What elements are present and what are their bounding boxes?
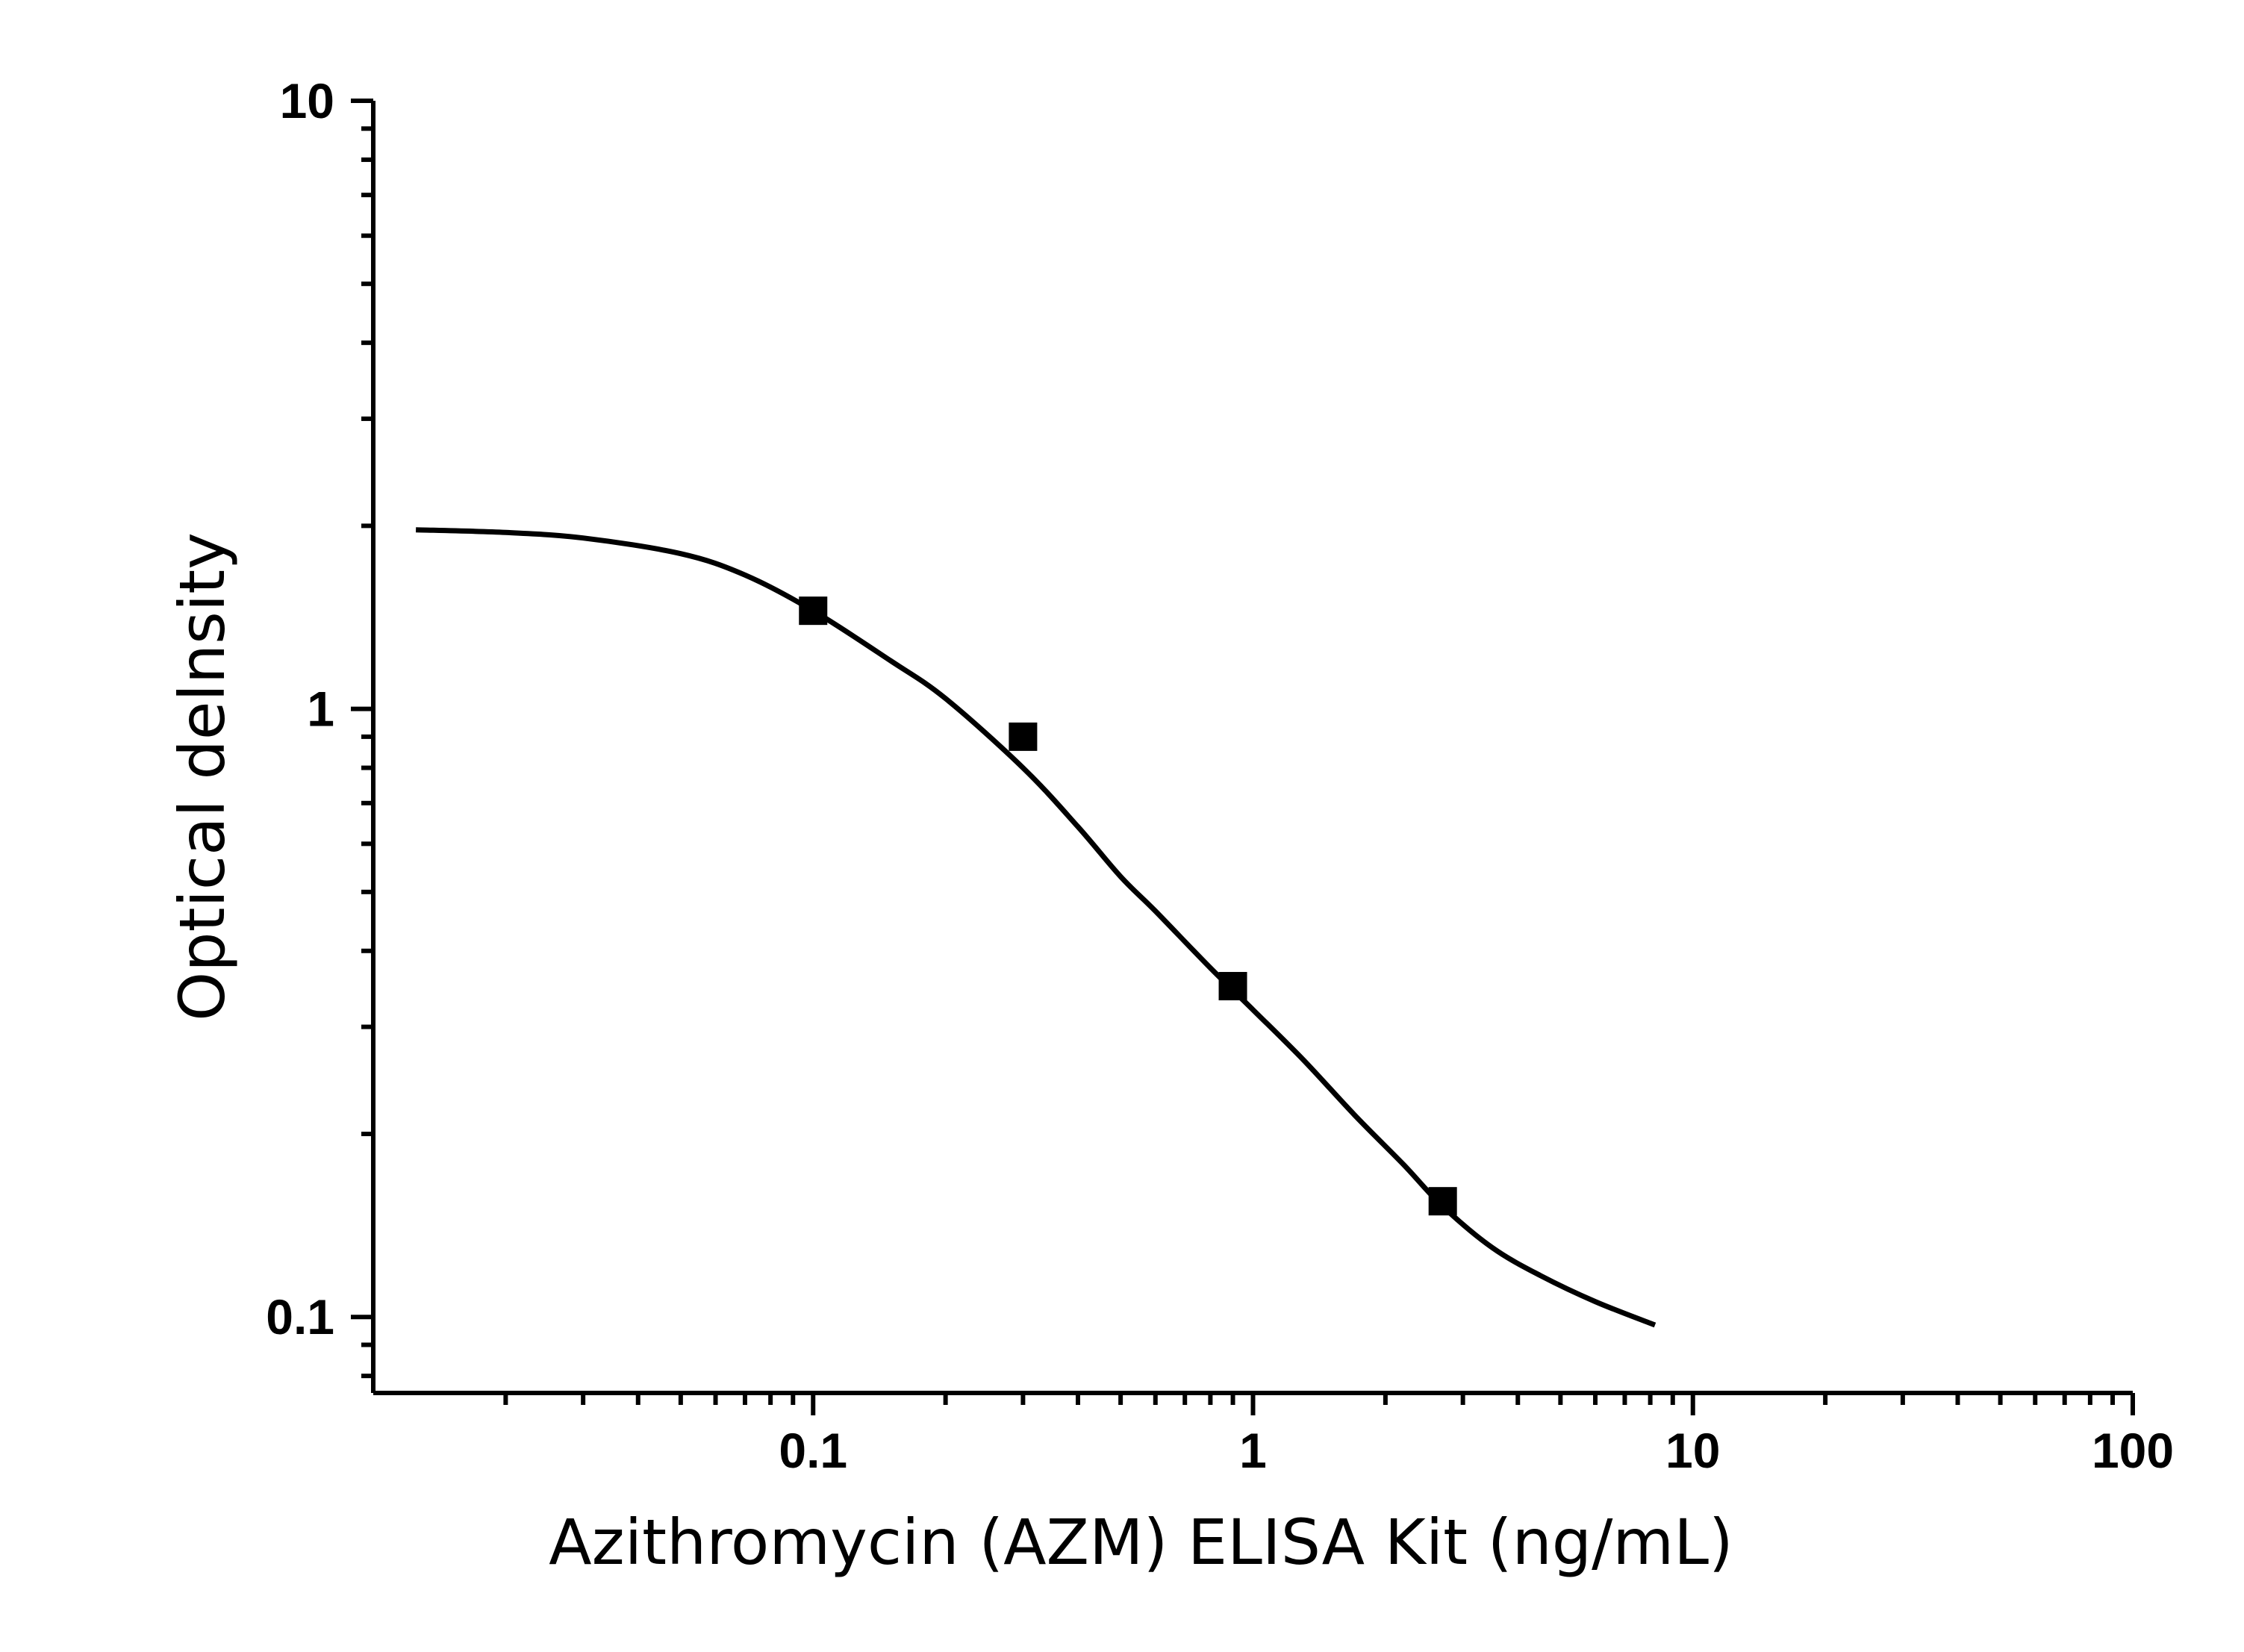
x-axis-title: Azithromycin (AZM) ELISA Kit (ng/mL) bbox=[549, 1506, 1733, 1579]
data-point-marker bbox=[1218, 972, 1247, 1001]
x-tick-label: 0.1 bbox=[779, 1423, 847, 1478]
data-point-marker bbox=[1009, 722, 1038, 751]
x-tick-labels: 0.1 1 10 100 bbox=[779, 1423, 2174, 1478]
y-tick-label: 10 bbox=[280, 73, 334, 128]
data-markers bbox=[799, 596, 1457, 1216]
x-ticks bbox=[503, 1393, 2135, 1415]
x-tick-label: 100 bbox=[2092, 1423, 2174, 1478]
y-axis-title: Optical delnsity bbox=[166, 532, 239, 1021]
y-tick-label: 1 bbox=[307, 682, 334, 737]
data-point-marker bbox=[799, 596, 828, 626]
y-tick-label: 0.1 bbox=[266, 1289, 334, 1344]
y-tick-labels: 0.1 1 10 bbox=[266, 73, 334, 1344]
axes bbox=[371, 101, 2133, 1395]
y-ticks bbox=[351, 99, 373, 1379]
x-tick-label: 1 bbox=[1239, 1423, 1267, 1478]
data-point-marker bbox=[1428, 1187, 1457, 1216]
fit-curve bbox=[415, 527, 1656, 1328]
x-tick-label: 10 bbox=[1665, 1423, 1720, 1478]
